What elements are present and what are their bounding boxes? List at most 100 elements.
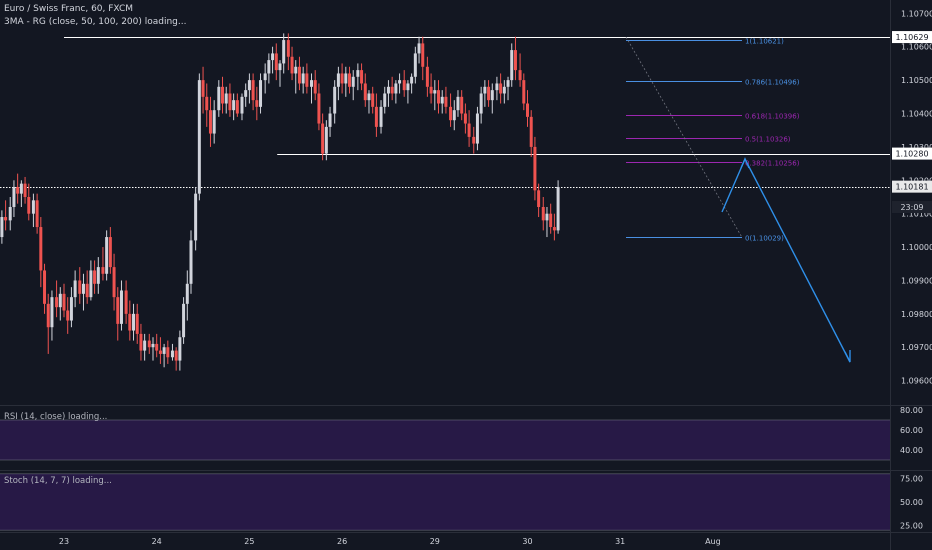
candle-body: [328, 113, 332, 127]
candle-body: [522, 80, 526, 104]
rsi-label: RSI (14, close) loading...: [4, 412, 108, 422]
candle-body: [386, 86, 390, 94]
candle-body: [221, 86, 225, 104]
stoch-label: Stoch (14, 7, 7) loading...: [4, 476, 112, 486]
candle-body: [201, 80, 205, 97]
arrow-head-down: [844, 350, 851, 363]
price-label-text: 1.10181: [895, 183, 928, 192]
candle-body: [93, 270, 97, 284]
time-tick-label: 23: [59, 537, 69, 546]
oscillator-tick-label: 25.00: [900, 521, 923, 530]
candle-body: [89, 270, 93, 298]
candle-body: [78, 280, 82, 294]
time-tick-label: 24: [152, 537, 162, 546]
candle-body: [62, 293, 66, 311]
oscillator-tick-label: 50.00: [900, 498, 923, 507]
candle-body: [472, 136, 476, 144]
candle-body: [16, 186, 20, 194]
candle-body: [483, 86, 487, 94]
candle-body: [96, 267, 100, 284]
price-label-text: 1.10629: [895, 33, 928, 42]
candle-body: [479, 93, 483, 114]
candle-body: [452, 110, 456, 121]
candle-body: [124, 290, 128, 314]
price-tick-label: 1.10000: [901, 243, 932, 252]
candle-body: [444, 96, 448, 107]
price-tick-label: 1.10300: [901, 143, 932, 152]
candle-body: [235, 100, 239, 114]
candle-body: [502, 86, 506, 94]
candle-body: [212, 110, 216, 134]
candle-body: [336, 73, 340, 87]
candle-body: [406, 83, 410, 91]
candle-body: [147, 340, 151, 348]
candle-body: [232, 100, 236, 111]
time-tick-label: 30: [522, 537, 532, 546]
candle-body: [456, 96, 460, 111]
candle-body: [108, 237, 112, 268]
price-label-box: [892, 201, 932, 214]
candle-body: [208, 110, 212, 134]
candle-body: [425, 66, 429, 87]
price-label-box: [892, 31, 932, 44]
candle-body: [394, 83, 398, 94]
candle-body: [251, 80, 255, 101]
candle-body: [263, 73, 267, 81]
candle-body: [556, 186, 560, 231]
candle-body: [379, 106, 383, 127]
candle-body: [348, 73, 352, 87]
candle-body: [259, 80, 263, 107]
candle-body: [402, 80, 406, 91]
candle-body: [463, 113, 467, 124]
candle-body: [8, 207, 12, 221]
price-tick-label: 1.09900: [901, 276, 932, 285]
candle-body: [112, 267, 116, 298]
fib-trendline: [625, 36, 743, 238]
price-label-text: 23:09: [900, 203, 923, 212]
candle-body: [356, 70, 360, 77]
candle-body: [255, 100, 259, 107]
price-tick-label: 1.09700: [901, 343, 932, 352]
time-tick-label: 29: [430, 537, 440, 546]
time-tick-label: Aug: [705, 537, 721, 546]
candle-body: [351, 76, 355, 87]
candle-body: [244, 90, 248, 97]
candle-body: [194, 193, 198, 241]
candle-body: [413, 53, 417, 77]
candle-body: [541, 207, 545, 221]
candle-body: [119, 290, 123, 324]
candle-body: [19, 183, 23, 194]
candle-body: [174, 350, 178, 361]
candle-body: [139, 333, 143, 351]
candle-body: [383, 93, 387, 107]
symbol-title: Euro / Swiss Franc, 60, FXCM: [4, 4, 133, 14]
candle-body: [228, 93, 232, 111]
candle-body: [162, 347, 166, 354]
candle-body: [490, 90, 494, 101]
candle-body: [69, 297, 73, 321]
candle-body: [390, 86, 394, 94]
candle-body: [81, 283, 85, 294]
price-tick-label: 1.10700: [901, 9, 932, 18]
candle-body: [437, 90, 441, 104]
candle-body: [301, 73, 305, 84]
candle-body: [360, 70, 364, 84]
candle-body: [324, 126, 328, 154]
fib-level-label: 0.382(1.10256): [745, 160, 800, 168]
time-tick-label: 31: [615, 537, 625, 546]
candle-body: [116, 297, 120, 324]
candle-body: [185, 283, 189, 304]
price-tick-label: 1.10400: [901, 110, 932, 119]
candle-body: [240, 96, 244, 114]
candle-body: [499, 83, 503, 94]
candle-body: [467, 123, 471, 137]
candle-body: [224, 93, 228, 104]
candle-body: [421, 43, 425, 67]
candle-body: [460, 96, 464, 114]
candle-body: [529, 116, 533, 147]
candle-body: [294, 66, 298, 74]
candle-body: [274, 53, 278, 71]
oscillator-band-rsi: [0, 420, 890, 460]
candle-body: [344, 73, 348, 84]
